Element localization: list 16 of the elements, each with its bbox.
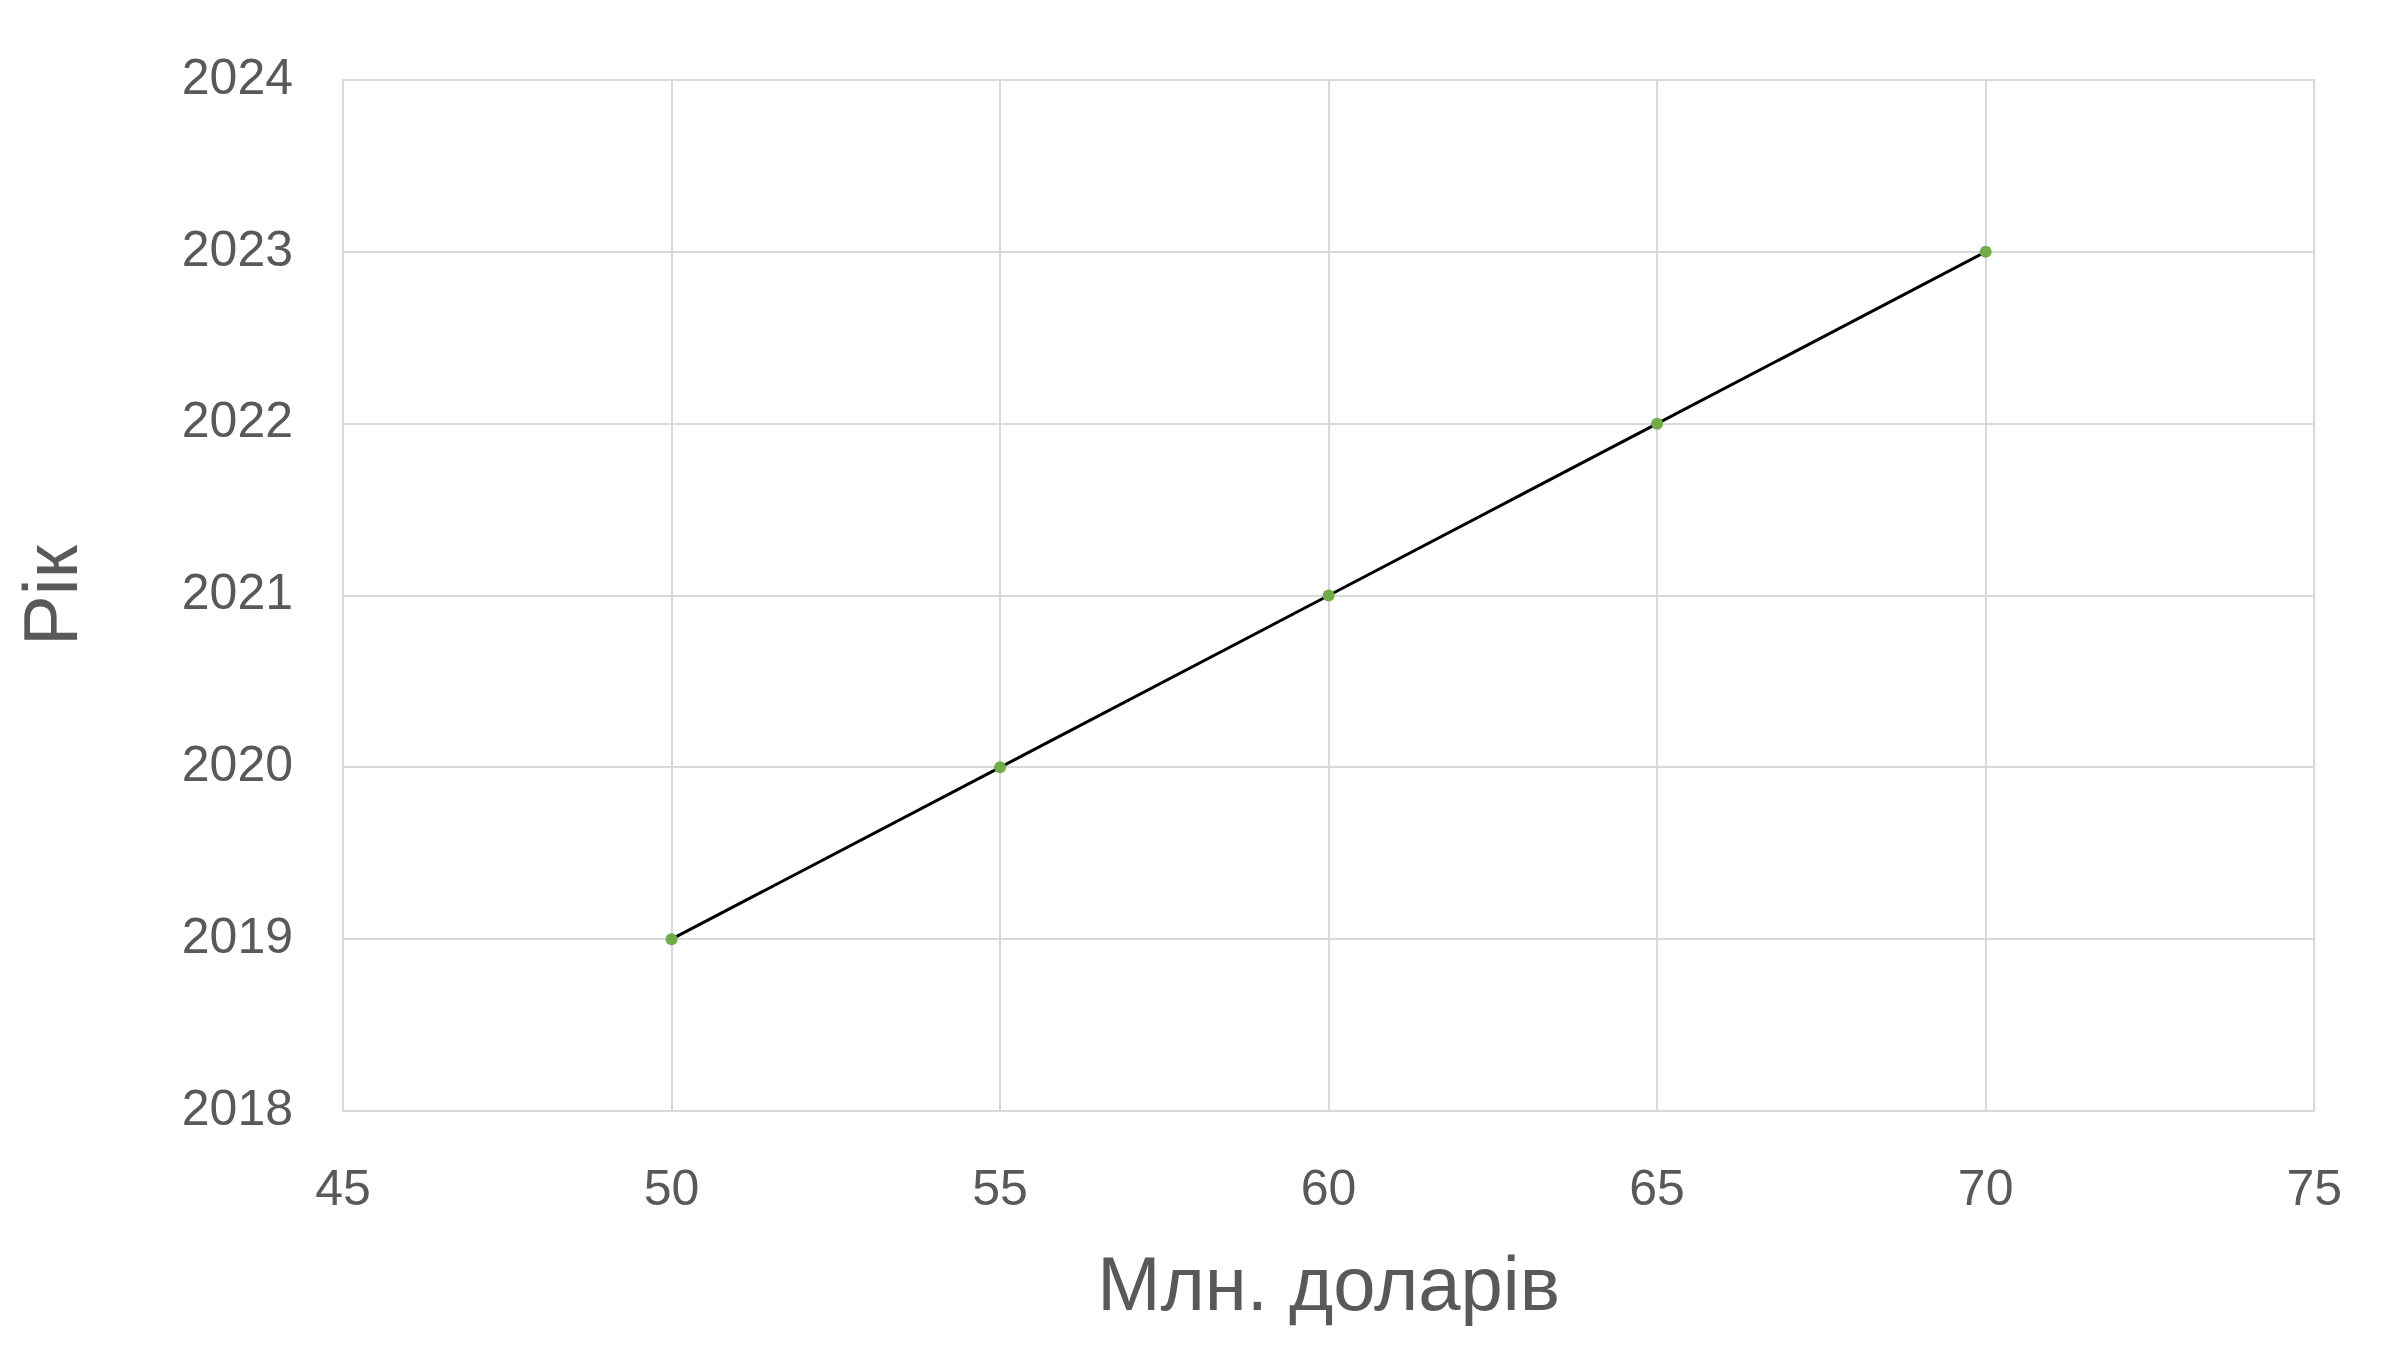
x-tick-label: 50 xyxy=(643,1159,700,1216)
y-tick-label: 2024 xyxy=(181,48,293,105)
x-tick-label: 60 xyxy=(1300,1159,1357,1216)
x-tick-label: 45 xyxy=(315,1159,371,1216)
x-tick-label: 70 xyxy=(1957,1159,2014,1216)
x-tick-label: 75 xyxy=(2286,1159,2342,1216)
y-tick-label: 2018 xyxy=(181,1079,293,1136)
x-tick-label: 65 xyxy=(1629,1159,1685,1216)
y-tick-label: 2020 xyxy=(181,736,293,793)
y-tick-label: 2021 xyxy=(181,564,293,621)
y-axis-title: Рік xyxy=(7,544,93,646)
x-tick-label: 55 xyxy=(972,1159,1028,1216)
x-axis-title: Млн. доларів xyxy=(1097,1241,1561,1327)
y-tick-label: 2019 xyxy=(181,907,293,964)
y-tick-label: 2022 xyxy=(181,392,293,449)
y-tick-label: 2023 xyxy=(181,220,293,277)
